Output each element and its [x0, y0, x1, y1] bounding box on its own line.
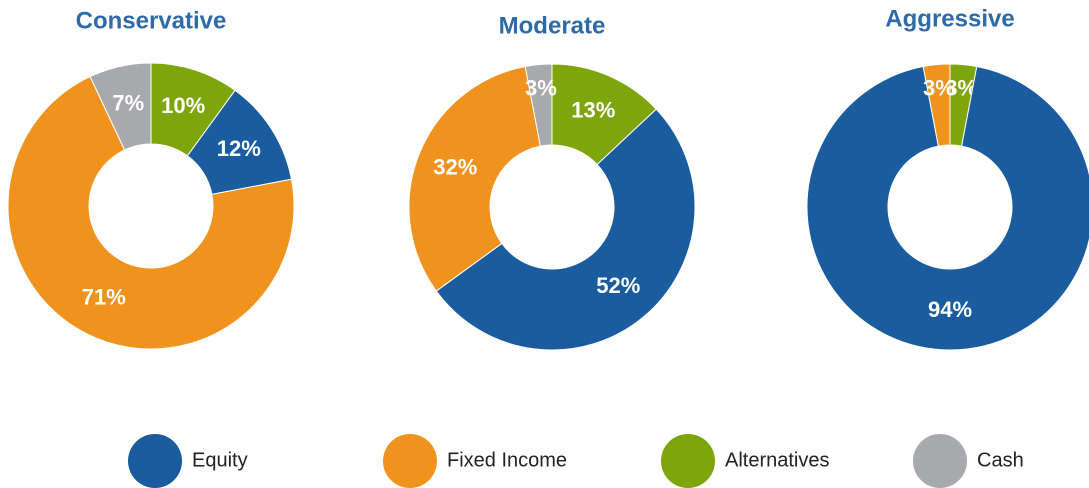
legend-label: Fixed Income: [447, 449, 567, 471]
data-label: 32%: [433, 155, 477, 180]
data-label: 10%: [161, 93, 205, 118]
data-label: 13%: [571, 97, 615, 122]
legend-label: Cash: [977, 449, 1024, 471]
legend-label: Alternatives: [725, 449, 830, 471]
legend-label: Equity: [192, 449, 248, 471]
data-label: 12%: [217, 136, 261, 161]
data-label: 3%: [923, 75, 955, 100]
data-label: 3%: [525, 75, 557, 100]
data-label: 7%: [112, 90, 144, 115]
data-label: 94%: [928, 297, 972, 322]
chart-title: Conservative: [76, 7, 227, 34]
donut-slice: [435, 108, 696, 351]
legend-swatch: [661, 434, 715, 488]
legend-swatch: [128, 434, 182, 488]
donut-slice: [408, 65, 541, 292]
donut-slice: [922, 63, 951, 147]
legend-swatch: [913, 434, 967, 488]
donut-slice: [806, 65, 1089, 351]
donut-slice: [7, 75, 295, 350]
chart-title: Moderate: [499, 12, 606, 39]
data-label: 52%: [596, 273, 640, 298]
donut-slice: [524, 63, 553, 147]
data-label: 71%: [82, 284, 126, 309]
chart-title: Aggressive: [885, 5, 1014, 32]
legend-swatch: [383, 434, 437, 488]
donut-slice: [89, 62, 152, 151]
